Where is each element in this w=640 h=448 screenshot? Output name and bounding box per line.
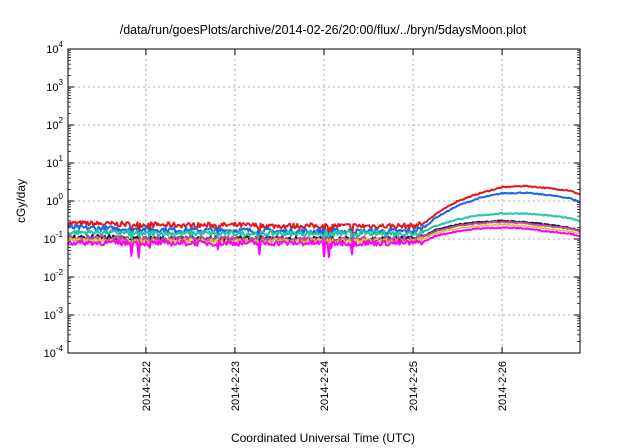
y-tick-label: 10-2 xyxy=(44,268,64,284)
y-tick-exponent: 0 xyxy=(59,192,64,201)
y-tick-label: 100 xyxy=(46,192,63,208)
y-tick-label: 10-3 xyxy=(44,306,64,322)
y-tick-exponent: -4 xyxy=(56,344,64,353)
y-tick-label: 102 xyxy=(46,116,63,132)
axis-ticks: 10-410-310-210-11001011021031042014-2-22… xyxy=(44,40,580,411)
y-tick-label: 103 xyxy=(46,78,63,94)
y-tick-exponent: 3 xyxy=(59,78,64,87)
y-tick-label: 104 xyxy=(46,40,63,56)
y-tick-exponent: -3 xyxy=(56,306,64,315)
y-tick-exponent: 4 xyxy=(59,40,64,49)
y-tick-exponent: 1 xyxy=(59,154,64,163)
grid-lines xyxy=(68,49,580,353)
x-tick-label: 2014-2-22 xyxy=(141,361,153,411)
y-tick-label: 10-1 xyxy=(44,230,64,246)
y-tick-label: 101 xyxy=(46,154,63,170)
plot-frame xyxy=(67,48,581,354)
y-tick-exponent: 2 xyxy=(59,116,64,125)
x-tick-label: 2014-2-25 xyxy=(408,361,420,411)
y-axis-label: cGy/day xyxy=(14,179,28,223)
x-tick-label: 2014-2-24 xyxy=(319,361,331,411)
y-tick-exponent: -2 xyxy=(56,268,64,277)
x-tick-label: 2014-2-26 xyxy=(497,361,509,411)
chart-title: /data/run/goesPlots/archive/2014-02-26/2… xyxy=(120,23,527,37)
y-tick-label: 10-4 xyxy=(44,344,64,360)
series-lines xyxy=(67,184,581,259)
series-line-7 xyxy=(67,226,581,259)
x-tick-label: 2014-2-23 xyxy=(230,361,242,411)
y-tick-exponent: -1 xyxy=(56,230,64,239)
x-axis-label: Coordinated Universal Time (UTC) xyxy=(231,431,415,445)
